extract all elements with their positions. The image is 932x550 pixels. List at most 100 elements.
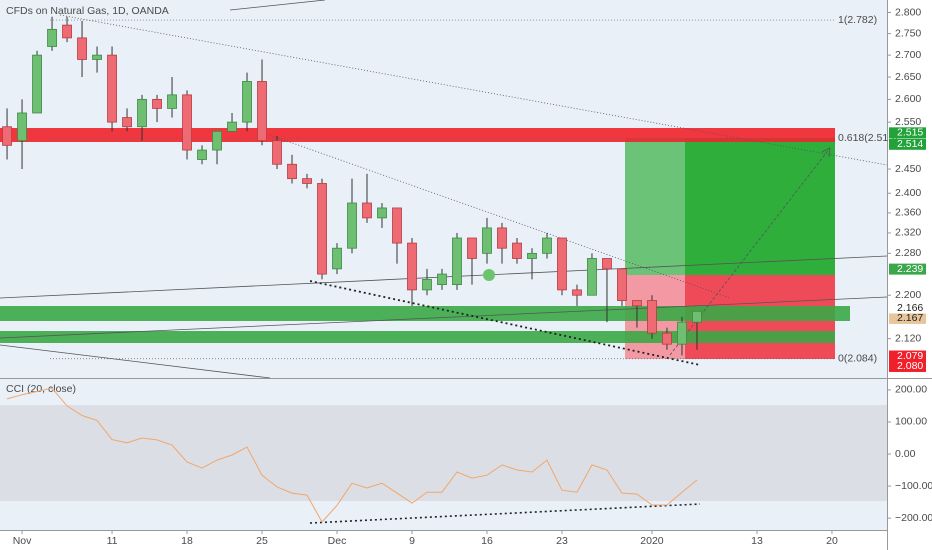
y-tick-label: 2.700 — [895, 49, 921, 61]
cci-trend-line — [309, 503, 701, 524]
candle-body — [647, 300, 657, 334]
candle-body — [107, 54, 117, 123]
candle-body — [32, 54, 42, 114]
x-tick-label: 18 — [181, 535, 193, 547]
y-tick-label: 2.650 — [895, 71, 921, 83]
projection-arrow — [669, 147, 831, 356]
price-label-box — [889, 302, 926, 314]
candle-body — [182, 94, 192, 151]
candle-body — [452, 237, 462, 286]
candle-body — [62, 24, 72, 39]
cci-line — [6, 387, 698, 523]
x-tick-label: 9 — [409, 535, 415, 547]
drawings — [0, 0, 888, 524]
candle-body — [92, 54, 102, 60]
candle-body — [542, 237, 552, 254]
y-tick-label: −100.00 — [895, 480, 932, 492]
candle-body — [122, 117, 132, 128]
fib-label: 0.618(2.515) — [838, 132, 898, 144]
candle-body — [77, 37, 87, 60]
candle-body — [47, 28, 57, 47]
price-label: 2.167 — [897, 312, 923, 324]
y-tick-label: 2.360 — [895, 207, 921, 219]
price-label-box — [889, 127, 926, 139]
y-tick-label: 100.00 — [895, 416, 927, 428]
price-label: 2.239 — [897, 263, 923, 275]
price-label-box — [889, 312, 926, 324]
candle-body — [362, 202, 372, 219]
x-tick-label: 13 — [751, 535, 763, 547]
indicator-title: CCI (20, close) — [6, 383, 76, 395]
y-tick-label: 2.280 — [895, 247, 921, 259]
candle-body — [152, 98, 162, 109]
y-tick-label: 2.120 — [895, 332, 921, 344]
y-tick-label: 2.750 — [895, 27, 921, 39]
x-tick-label: 25 — [256, 535, 268, 547]
x-tick-label: 2020 — [640, 535, 664, 547]
target-zone — [625, 138, 685, 275]
y-tick-label: 2.450 — [895, 163, 921, 175]
trend-line — [0, 296, 888, 339]
price-label-box — [889, 350, 926, 362]
y-tick-label: 2.400 — [895, 187, 921, 199]
price-label: 2.515 — [897, 127, 923, 139]
candle-body — [317, 183, 327, 275]
candle-body — [287, 163, 297, 180]
candle-body — [557, 237, 567, 291]
candle-body — [497, 227, 507, 249]
candle-body — [332, 247, 342, 270]
candle-body — [302, 178, 312, 184]
y-tick-label: 2.200 — [895, 289, 921, 301]
marker — [483, 269, 495, 281]
candle-body — [677, 321, 687, 345]
support-zone — [0, 306, 850, 321]
x-tick-label: Dec — [328, 535, 347, 547]
candle-body — [2, 126, 12, 146]
price-label: 2.166 — [897, 302, 923, 314]
price-label-box — [889, 138, 926, 150]
candle-body — [377, 207, 387, 219]
x-tick-label: Nov — [13, 535, 32, 547]
price-label: 2.514 — [897, 138, 923, 150]
candle-body — [212, 130, 222, 151]
candle-body — [572, 289, 582, 296]
candle-body — [617, 268, 627, 301]
resistance-zone — [0, 128, 835, 142]
candle-body — [482, 227, 492, 254]
candle-body — [602, 258, 612, 270]
candle-body — [167, 94, 177, 109]
price-label: 2.079 — [897, 350, 923, 362]
chart-title: CFDs on Natural Gas, 1D, OANDA — [6, 5, 169, 17]
y-tick-label: 200.00 — [895, 384, 927, 396]
trend-line — [59, 14, 888, 166]
candle-body — [527, 252, 537, 259]
candle-body — [272, 140, 282, 165]
candle-body — [17, 112, 27, 142]
candle-body — [227, 121, 237, 132]
candle-body — [467, 237, 477, 259]
candle-body — [587, 258, 597, 296]
candle-body — [407, 242, 417, 291]
y-tick-label: −200.00 — [895, 512, 932, 524]
arrow-head — [821, 147, 831, 158]
candle-body — [632, 300, 642, 307]
target-zone — [685, 138, 835, 275]
candle-body — [437, 273, 447, 286]
fib-label: 1(2.782) — [838, 14, 877, 26]
candle-body — [257, 81, 267, 142]
x-tick-label: 23 — [556, 535, 568, 547]
trend-line — [309, 280, 701, 366]
fib-label: 0(2.084) — [838, 352, 877, 364]
y-tick-label: 2.800 — [895, 6, 921, 18]
x-tick-label: 16 — [481, 535, 493, 547]
candle-body — [242, 81, 252, 123]
trend-line — [229, 0, 326, 11]
price-label-box — [889, 263, 926, 275]
y-tick-label: 2.320 — [895, 227, 921, 239]
candle-body — [662, 332, 672, 345]
trend-line — [269, 134, 731, 299]
trend-line — [0, 344, 271, 379]
candle-body — [692, 310, 702, 323]
support-zone — [0, 331, 835, 343]
